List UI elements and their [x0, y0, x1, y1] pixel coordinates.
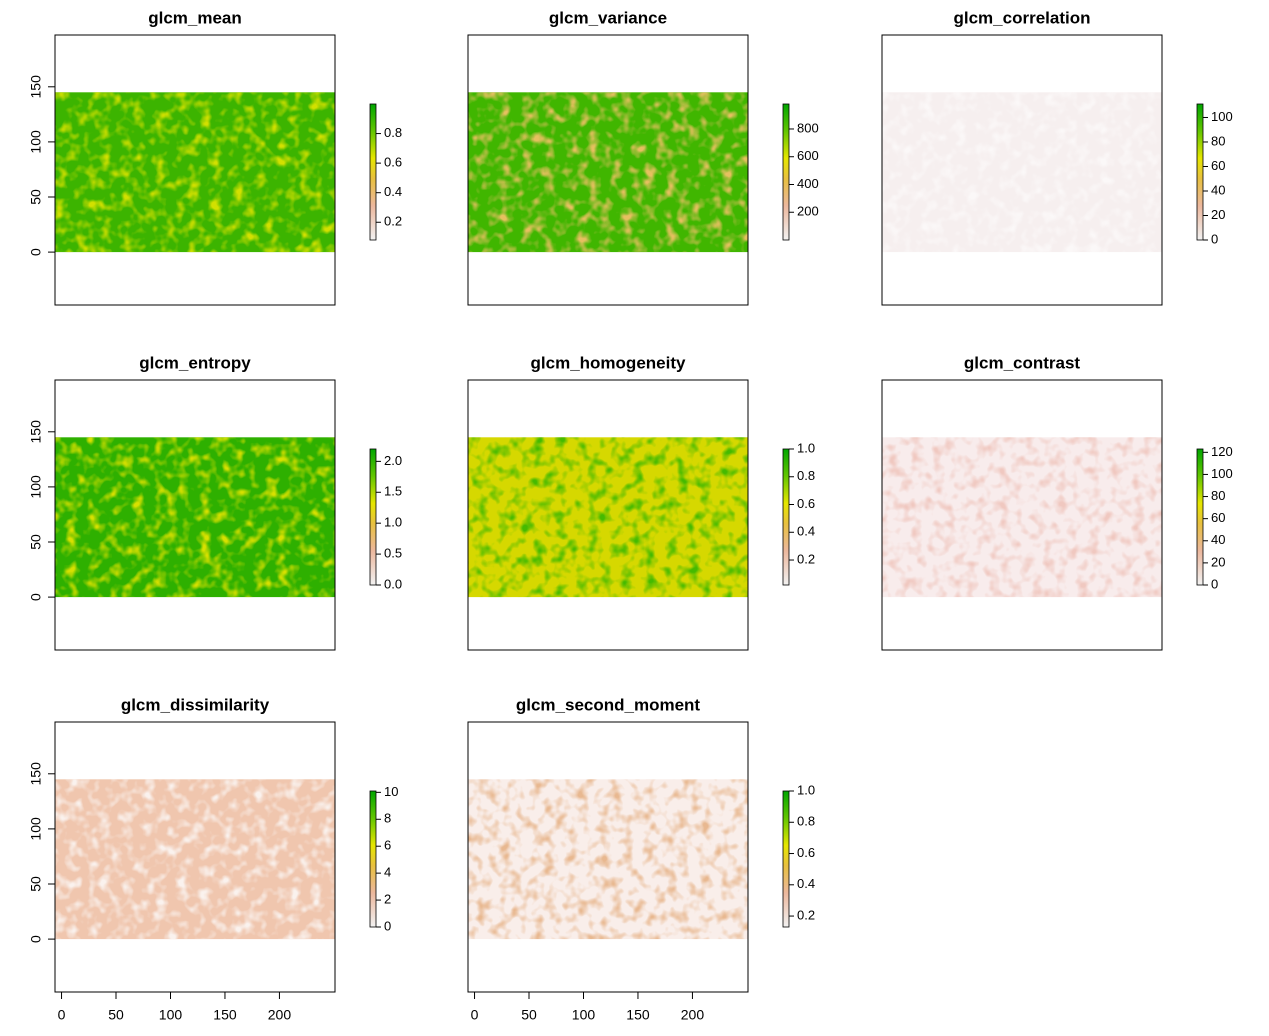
colorbar-tick-label: 0.8 — [384, 125, 402, 140]
colorbar-tick-label: 200 — [797, 204, 819, 219]
raster-texture — [55, 92, 335, 252]
x-tick-label: 50 — [108, 1007, 124, 1023]
x-tick-label: 150 — [626, 1007, 650, 1023]
raster-texture — [55, 779, 335, 939]
y-tick-label: 0 — [28, 935, 44, 943]
raster-texture — [55, 437, 335, 597]
colorbar-tick-label: 0.2 — [797, 907, 815, 922]
colorbar-tick-label: 120 — [1211, 444, 1233, 459]
colorbar-tick-label: 0.4 — [797, 876, 815, 891]
colorbar-tick-label: 0.8 — [797, 814, 815, 829]
panel-title: glcm_homogeneity — [531, 353, 686, 372]
colorbar-tick-label: 0.5 — [384, 546, 402, 561]
colorbar — [1197, 449, 1203, 585]
colorbar-tick-label: 2 — [384, 892, 391, 907]
colorbar-tick-label: 60 — [1211, 510, 1225, 525]
x-tick-label: 100 — [572, 1007, 596, 1023]
colorbar-tick-label: 0.8 — [797, 468, 815, 483]
colorbar-tick-label: 0.6 — [797, 845, 815, 860]
y-tick-label: 150 — [28, 75, 44, 99]
y-tick-label: 0 — [28, 248, 44, 256]
panel-title: glcm_second_moment — [516, 695, 701, 714]
x-tick-label: 0 — [58, 1007, 66, 1023]
colorbar-tick-label: 1.0 — [797, 782, 815, 797]
colorbar-tick-label: 1.5 — [384, 484, 402, 499]
panel-title: glcm_correlation — [954, 8, 1091, 27]
colorbar-tick-label: 100 — [1211, 466, 1233, 481]
colorbar-tick-label: 0.2 — [384, 214, 402, 229]
colorbar-tick-label: 400 — [797, 176, 819, 191]
colorbar — [370, 104, 376, 240]
panel-title: glcm_entropy — [139, 353, 251, 372]
colorbar-tick-label: 0.6 — [384, 155, 402, 170]
colorbar-tick-label: 0.6 — [797, 496, 815, 511]
y-tick-label: 150 — [28, 420, 44, 444]
colorbar-tick-label: 0.0 — [384, 576, 402, 591]
panel-title: glcm_contrast — [964, 353, 1081, 372]
y-tick-label: 100 — [28, 130, 44, 154]
y-tick-label: 50 — [28, 189, 44, 205]
y-tick-label: 100 — [28, 817, 44, 841]
panel-title: glcm_mean — [148, 8, 242, 27]
x-tick-label: 0 — [471, 1007, 479, 1023]
colorbar-tick-label: 60 — [1211, 158, 1225, 173]
y-tick-label: 0 — [28, 593, 44, 601]
colorbar-tick-label: 0.4 — [384, 184, 402, 199]
colorbar-tick-label: 2.0 — [384, 453, 402, 468]
colorbar-tick-label: 20 — [1211, 554, 1225, 569]
colorbar — [1197, 104, 1203, 240]
raster-texture — [468, 92, 748, 252]
raster-texture — [882, 437, 1162, 597]
colorbar-tick-label: 40 — [1211, 532, 1225, 547]
y-tick-label: 50 — [28, 876, 44, 892]
colorbar-tick-label: 600 — [797, 148, 819, 163]
colorbar-tick-label: 6 — [384, 838, 391, 853]
colorbar — [370, 791, 376, 927]
colorbar-tick-label: 8 — [384, 811, 391, 826]
panel-title: glcm_variance — [549, 8, 667, 27]
colorbar-tick-label: 1.0 — [384, 515, 402, 530]
colorbar — [370, 449, 376, 585]
colorbar — [783, 104, 789, 240]
colorbar-tick-label: 0 — [384, 918, 391, 933]
raster-texture — [468, 779, 748, 939]
y-tick-label: 150 — [28, 762, 44, 786]
colorbar-tick-label: 4 — [384, 865, 391, 880]
x-tick-label: 200 — [268, 1007, 292, 1023]
colorbar-tick-label: 80 — [1211, 488, 1225, 503]
y-tick-label: 100 — [28, 475, 44, 499]
colorbar-tick-label: 20 — [1211, 207, 1225, 222]
colorbar-tick-label: 0 — [1211, 576, 1218, 591]
raster-texture — [882, 92, 1162, 252]
colorbar-tick-label: 800 — [797, 120, 819, 135]
colorbar-tick-label: 100 — [1211, 109, 1233, 124]
chart-grid: glcm_mean0501001500.20.40.60.8glcm_varia… — [0, 0, 1269, 1036]
colorbar — [783, 449, 789, 585]
colorbar-tick-label: 40 — [1211, 182, 1225, 197]
colorbar-tick-label: 0.4 — [797, 524, 815, 539]
x-tick-label: 100 — [159, 1007, 183, 1023]
x-tick-label: 150 — [213, 1007, 237, 1023]
colorbar — [783, 791, 789, 927]
colorbar-tick-label: 1.0 — [797, 440, 815, 455]
page: glcm_mean0501001500.20.40.60.8glcm_varia… — [0, 0, 1269, 1036]
colorbar-tick-label: 10 — [384, 784, 398, 799]
x-tick-label: 50 — [521, 1007, 537, 1023]
raster-texture — [468, 437, 748, 597]
panel-title: glcm_dissimilarity — [121, 695, 270, 714]
colorbar-tick-label: 0 — [1211, 231, 1218, 246]
colorbar-tick-label: 80 — [1211, 133, 1225, 148]
colorbar-tick-label: 0.2 — [797, 551, 815, 566]
y-tick-label: 50 — [28, 534, 44, 550]
x-tick-label: 200 — [681, 1007, 705, 1023]
